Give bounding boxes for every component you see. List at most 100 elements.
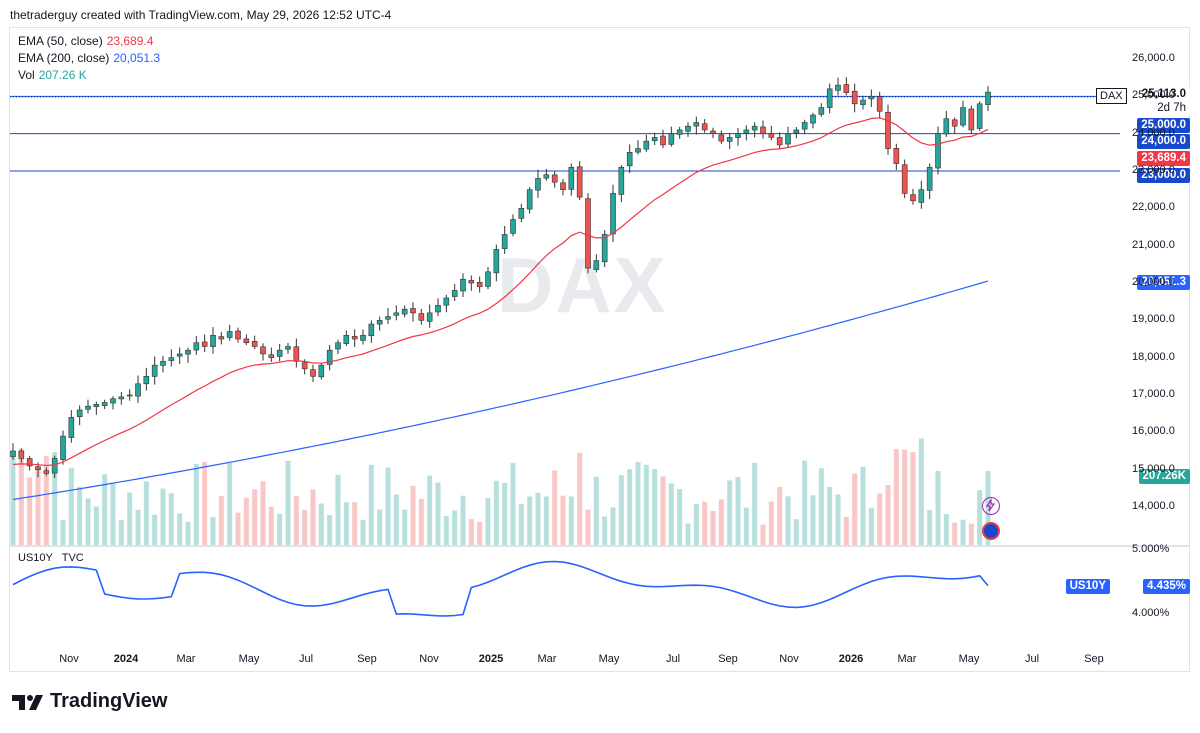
volume-bar: [777, 486, 783, 545]
candle-body: [201, 341, 208, 347]
legend-ema200[interactable]: EMA (200, close) 20,051.3: [18, 51, 160, 65]
candle-body: [760, 126, 766, 134]
volume-bar: [85, 498, 91, 545]
volume-bar: [393, 494, 399, 545]
candle-body: [443, 297, 450, 306]
volume-bar: [702, 501, 708, 545]
us10y-legend[interactable]: US10Y TVC: [18, 552, 84, 564]
candle-body: [551, 174, 558, 183]
chart-header: thetraderguy created with TradingView.co…: [10, 8, 392, 22]
candle-body: [76, 409, 83, 417]
volume-bar: [810, 495, 816, 545]
legend-vol[interactable]: Vol 207.26 K: [18, 68, 87, 82]
volume-bar: [218, 496, 224, 545]
candle-body: [718, 134, 725, 142]
candle-body: [985, 91, 991, 105]
price-axis-tick: 24,000.0: [1132, 126, 1175, 139]
candle-body: [351, 336, 358, 340]
volume-bar: [418, 498, 424, 545]
legend-ema50[interactable]: EMA (50, close) 23,689.4: [18, 34, 153, 48]
candle-body: [493, 249, 500, 274]
candle-body: [10, 450, 16, 457]
volume-bar: [635, 462, 641, 545]
candle-body: [793, 129, 800, 134]
candle-body: [276, 349, 283, 357]
volume-bar: [760, 524, 766, 545]
volume-bar: [927, 510, 933, 545]
candle-body: [118, 396, 125, 400]
candle-body: [943, 118, 950, 135]
candle-body: [893, 148, 900, 164]
time-axis-tick: Jul: [665, 653, 681, 665]
time-axis-tick: May: [598, 653, 620, 665]
volume-bar: [485, 498, 491, 545]
candle-body: [460, 278, 466, 292]
volume-bar: [460, 495, 466, 545]
volume-bar: [552, 470, 558, 545]
volume-bar: [527, 496, 533, 545]
volume-bar: [893, 449, 899, 545]
volume-bar: [668, 483, 674, 545]
candle-body: [401, 308, 408, 315]
events-icon[interactable]: [982, 522, 1000, 540]
volume-bar: [102, 474, 108, 545]
candle-body: [818, 107, 825, 115]
candle-body: [60, 435, 66, 460]
volume-bar: [752, 462, 758, 545]
volume-bar: [93, 506, 99, 545]
price-axis-tick: 19,000.0: [1132, 313, 1175, 326]
candle-body: [185, 349, 191, 355]
candle-body: [126, 394, 133, 397]
candle-body: [210, 334, 216, 347]
candle-body: [643, 140, 650, 150]
candle-body: [618, 166, 625, 195]
candle-body: [810, 114, 816, 124]
time-axis-tick: Mar: [897, 653, 917, 665]
candle-body: [235, 330, 241, 340]
hline-24000-tag: 24,000.0: [1137, 134, 1190, 149]
candle-body: [910, 194, 916, 202]
volume-bar: [193, 463, 199, 545]
price-axis-tick: 17,000.0: [1132, 388, 1175, 400]
candle-body: [576, 166, 583, 198]
price-axis-tick: 22,000.0: [1132, 201, 1175, 214]
lightning-icon[interactable]: [982, 497, 1000, 515]
volume-bar: [127, 492, 133, 545]
volume-bar: [518, 503, 524, 545]
logo-text: TradingView: [50, 690, 168, 712]
volume-bar: [477, 521, 483, 545]
candle-body: [243, 338, 250, 344]
volume-bar: [352, 502, 358, 545]
candle-body: [393, 312, 400, 316]
candle-body: [560, 182, 566, 190]
volume-bar: [43, 456, 49, 545]
candle-body: [251, 341, 258, 347]
candle-body: [268, 354, 275, 358]
tradingview-logo[interactable]: TradingView: [12, 690, 167, 713]
candle-body: [926, 166, 933, 191]
candle-body: [485, 271, 491, 287]
volume-bar: [377, 509, 383, 545]
candle-body: [901, 164, 908, 194]
volume-bar: [235, 512, 241, 545]
candle-body: [510, 219, 516, 234]
candle-body: [776, 137, 783, 146]
volume-bar: [202, 461, 208, 545]
candle-body: [710, 130, 716, 134]
volume-bar: [510, 462, 516, 545]
candle-body: [151, 364, 158, 377]
volume-bar: [802, 460, 808, 545]
candle-body: [518, 208, 525, 219]
price-axis-tick: 20,000.0: [1132, 276, 1175, 288]
price-axis-tick: 14,000.0: [1132, 500, 1175, 512]
candle-body: [368, 323, 375, 337]
volume-bar: [335, 474, 341, 545]
volume-bar: [610, 507, 616, 545]
volume-bar: [443, 516, 449, 545]
volume-bar: [177, 513, 183, 545]
volume-bar: [593, 476, 599, 545]
candle-body: [435, 305, 441, 313]
ema50-line: [12, 117, 989, 467]
time-axis-tick: Jul: [1024, 653, 1040, 665]
